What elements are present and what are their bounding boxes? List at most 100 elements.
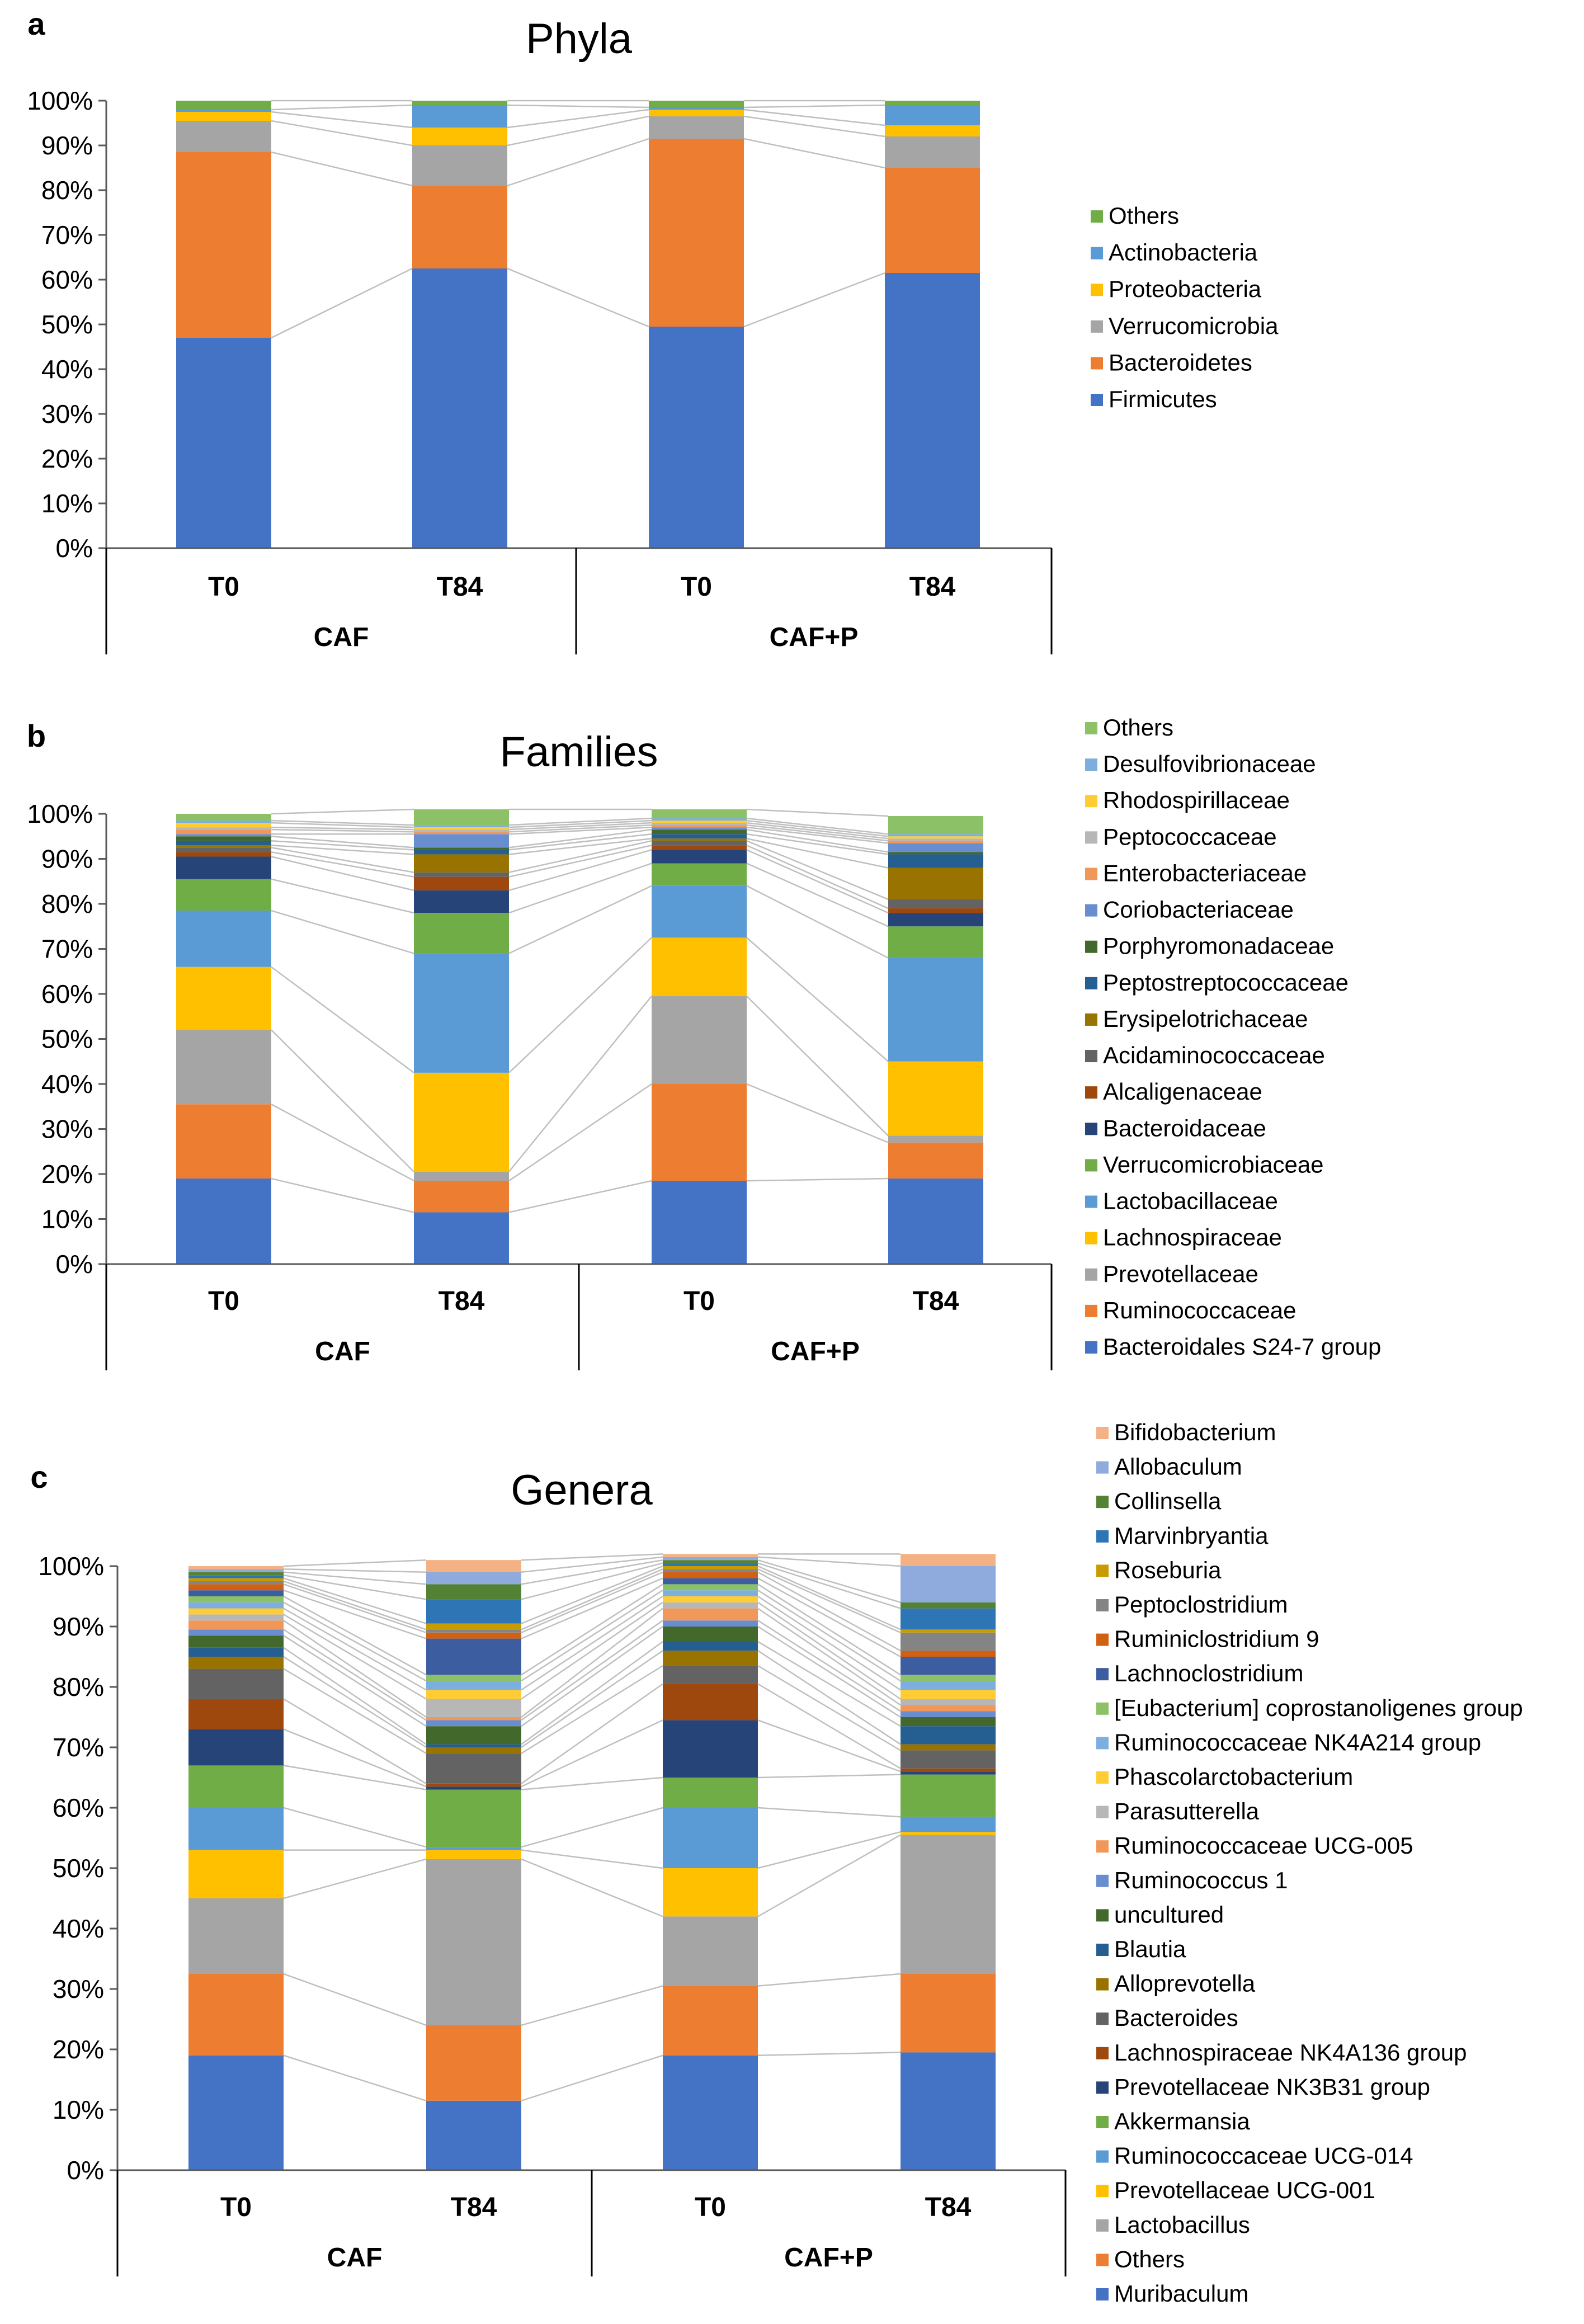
bar-segment-bacteroidaceae [888, 913, 983, 927]
series-connector-line [508, 822, 652, 831]
series-connector-line [746, 822, 889, 840]
bar-segment-lachnospiraceae-nk4a136-group [663, 1684, 758, 1720]
series-connector-line [271, 120, 413, 147]
legend-label: Peptococcaceae [1103, 823, 1277, 850]
legend-label: Alloprevotella [1114, 1971, 1256, 1997]
bar-segment-akkermansia [901, 1774, 996, 1817]
series-connector-line [521, 1625, 663, 1727]
series-connector-line [746, 840, 889, 901]
bar-segment-blautia [426, 1744, 521, 1747]
series-connector-line [746, 937, 889, 1062]
series-connector-line [271, 878, 414, 914]
series-connector-line [283, 1668, 427, 1754]
bar-segment-ruminococcaceae-nk4a214-group [901, 1681, 996, 1690]
bar-segment-parasutterella [188, 1614, 284, 1621]
series-connector-line [757, 1683, 901, 1769]
x-category-label: T0 [681, 572, 712, 602]
bar-segment-erysipelotrichaceae [888, 868, 983, 899]
series-connector-line [283, 1608, 427, 1691]
bar-segment-parasutterella [901, 1699, 996, 1705]
legend-swatch [1085, 758, 1097, 771]
bar-segment-allobaculum [426, 1572, 521, 1585]
series-connector-line [521, 1858, 663, 1917]
bar-segment-collinsella [426, 1584, 521, 1600]
legend-swatch [1096, 2081, 1109, 2094]
series-connector-line [743, 138, 885, 169]
series-connector-line [283, 1595, 427, 1676]
bar-segment-bifidobacterium [663, 1554, 758, 1557]
bar-segment-verrucomicrobia [176, 121, 271, 152]
legend-label: Phascolarctobacterium [1114, 1764, 1353, 1790]
bar-segment-ruminococcaceae-ucg-005 [663, 1608, 758, 1621]
bar-segment-actinobacteria [412, 105, 507, 128]
legend-swatch [1091, 394, 1103, 406]
series-connector-line [757, 1608, 901, 1706]
series-connector-line [521, 1553, 663, 1561]
bar-segment-erysipelotrichaceae [176, 845, 271, 848]
panel-letter: c [30, 1459, 48, 1495]
bar-segment-peptostreptococcaceae [652, 834, 747, 839]
legend-swatch [1085, 1195, 1097, 1208]
legend-label: Lactobacillaceae [1103, 1188, 1278, 1214]
series-connector-line [746, 845, 889, 909]
y-tick-label: 10% [41, 1205, 93, 1234]
y-tick-label: 10% [41, 489, 93, 518]
y-tick-label: 60% [53, 1793, 104, 1822]
bar-segment-proteobacteria [412, 128, 507, 145]
chart-title: Phyla [526, 15, 633, 63]
bar-segment-peptostreptococcaceae [414, 850, 509, 855]
legend-label: Muribaculum [1114, 2280, 1248, 2307]
series-connector-line [271, 822, 414, 828]
legend-label: Prevotellaceae [1103, 1261, 1258, 1287]
series-connector-line [283, 1583, 427, 1633]
bar-segment-phascolarctobacterium [188, 1608, 284, 1615]
series-connector-line [271, 808, 414, 815]
bar-segment-peptococcaceae [176, 827, 271, 830]
legend-label: Proteobacteria [1109, 276, 1262, 302]
series-connector-line [743, 115, 885, 138]
series-connector-line [283, 1765, 427, 1790]
bar-segment-blautia [901, 1726, 996, 1745]
legend-label: Bifidobacterium [1114, 1419, 1276, 1445]
series-connector-line [521, 1641, 663, 1745]
y-tick-label: 50% [41, 1025, 93, 1054]
bar-segment-ruminococcaceae [888, 1142, 983, 1179]
series-connector-line [757, 1590, 901, 1682]
bar-segment-bacteroides [426, 1753, 521, 1784]
y-tick-label: 30% [53, 1974, 104, 2004]
bar-segment-muribaculum [901, 2052, 996, 2170]
y-tick-label: 0% [67, 2156, 104, 2185]
bar-segment--eubacterium-coprostanoligenes-group [901, 1675, 996, 1681]
bar-segment-acidaminococcaceae [888, 899, 983, 909]
series-connector-line [521, 1565, 663, 1624]
series-connector-line [757, 1650, 901, 1745]
bar-segment-rhodospirillaceae [176, 823, 271, 828]
bar-segment-ruminococcaceae-ucg-014 [663, 1808, 758, 1868]
x-category-label: T84 [909, 572, 956, 602]
series-connector-line [521, 1683, 663, 1784]
bar-segment-collinsella [188, 1572, 284, 1576]
legend-swatch [1085, 1268, 1097, 1281]
bar-segment-allobaculum [901, 1566, 996, 1602]
bar-segment-prevotellaceae-ucg-001 [188, 1850, 284, 1898]
series-connector-line [746, 808, 889, 817]
series-connector-line [271, 104, 413, 111]
bar-segment-verrucomicrobiaceae [888, 926, 983, 958]
bar-segment-peptoclostridium [901, 1632, 996, 1651]
legend-label: Bacteroidaceae [1103, 1115, 1266, 1141]
bar-segment-porphyromonadaceae [414, 847, 509, 850]
bar-segment-verrucomicrobia [649, 116, 744, 139]
legend-label: Blautia [1114, 1936, 1186, 1962]
series-connector-line [521, 1849, 663, 1869]
bar-segment-rhodospirillaceae [652, 821, 747, 823]
series-connector-line [746, 824, 889, 842]
legend-swatch [1096, 1737, 1109, 1750]
bar-segment-uncultured [426, 1726, 521, 1745]
series-connector-line [746, 833, 889, 855]
legend-label: Allobaculum [1114, 1454, 1242, 1480]
y-tick-label: 100% [27, 86, 93, 115]
series-connector-line [757, 1601, 901, 1700]
legend-swatch [1096, 1702, 1109, 1715]
y-tick-label: 30% [41, 1115, 93, 1144]
legend-label: Coriobacteriaceae [1103, 897, 1294, 923]
